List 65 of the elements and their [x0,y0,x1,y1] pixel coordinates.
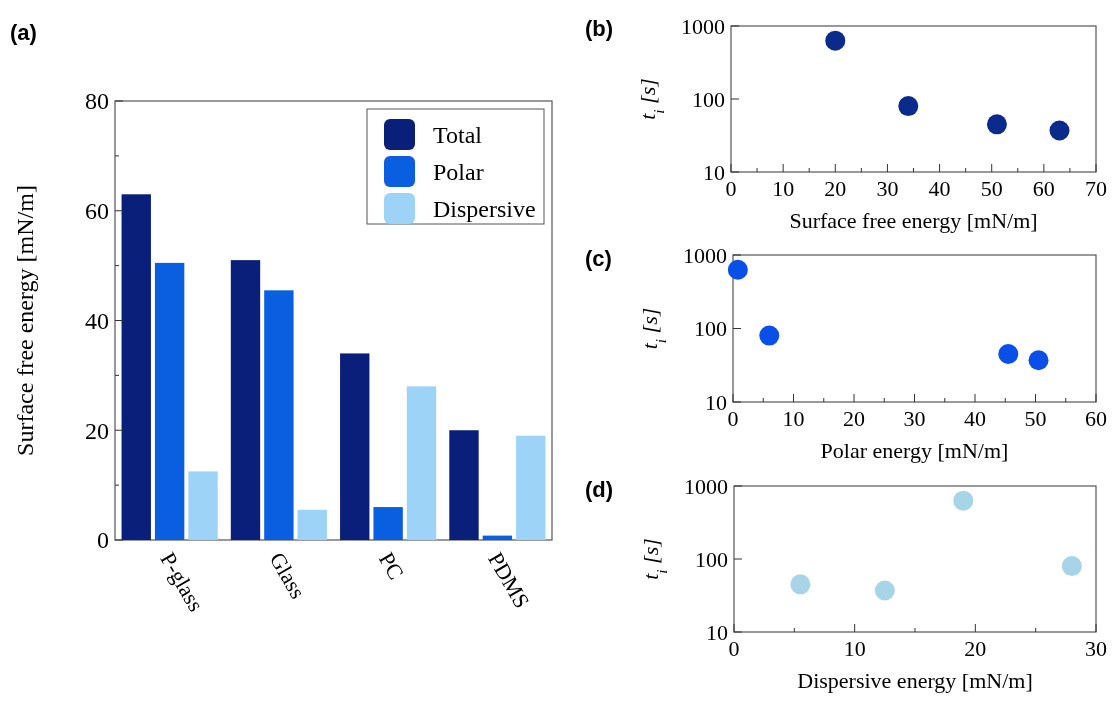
bar [297,509,327,540]
x-tick-label: 20 [964,636,987,661]
y-tick-label: 60 [85,198,109,225]
y-tick-label: 1000 [683,242,727,268]
bar [264,290,294,540]
y-tick-label: 80 [85,88,109,115]
bar [340,353,370,540]
x-tick-label: PC [373,548,409,584]
chart-title: (a) [10,20,37,45]
bar [406,386,437,540]
legend-label: Total [433,122,483,149]
y-tick-label: 100 [694,316,727,342]
y-tick-label: 100 [695,546,728,572]
point [825,30,846,51]
x-tick-label: 10 [772,176,795,201]
x-tick-label: 40 [928,176,951,201]
x-tick-label: 30 [903,406,926,431]
bar [121,194,151,540]
bar [482,535,513,540]
point [898,96,919,117]
point [1049,120,1070,141]
bar [373,507,403,540]
y-tick-label: 1000 [684,473,728,499]
point [998,343,1019,364]
point [986,114,1007,135]
bar [188,471,218,540]
x-tick-label: 50 [980,176,1003,201]
point [727,259,748,280]
point [874,580,895,601]
x-tick-label: 60 [1085,406,1107,431]
chart-title: (d) [585,477,614,502]
chart-title: (c) [585,246,612,271]
point [1061,556,1082,577]
point [953,490,974,511]
legend-label: Polar [433,159,484,186]
y-tick-label: 0 [97,527,109,554]
x-axis-title: Surface free energy [mN/m] [789,208,1038,233]
bar [449,430,479,540]
x-tick-label: 10 [782,406,805,431]
x-tick-label: 30 [1085,636,1107,661]
bar [516,435,546,540]
x-tick-label: 70 [1085,176,1107,201]
y-tick-label: 10 [705,389,727,415]
x-tick-label: 30 [876,176,899,201]
point [790,574,811,595]
y-axis-title: Surface free energy [mN/m] [12,185,38,456]
x-tick-label: 50 [1024,406,1047,431]
x-tick-label: 40 [964,406,986,431]
x-axis-title: Dispersive energy [mN/m] [797,668,1033,693]
y-tick-label: 10 [706,619,728,645]
x-tick-label: 20 [824,176,847,201]
x-tick-label: 60 [1032,176,1055,201]
x-tick-label: 20 [843,406,865,431]
bar [230,260,261,540]
chart-title: (b) [585,16,614,41]
point [1028,350,1049,371]
x-axis-title: Polar energy [mN/m] [820,438,1009,463]
point [759,325,780,346]
bar [154,262,185,540]
y-tick-label: 1000 [681,13,725,39]
y-tick-label: 40 [85,307,109,334]
legend-label: Dispersive [433,196,536,223]
y-tick-label: 10 [703,159,725,185]
y-tick-label: 100 [692,86,725,112]
x-tick-label: 10 [843,636,866,661]
